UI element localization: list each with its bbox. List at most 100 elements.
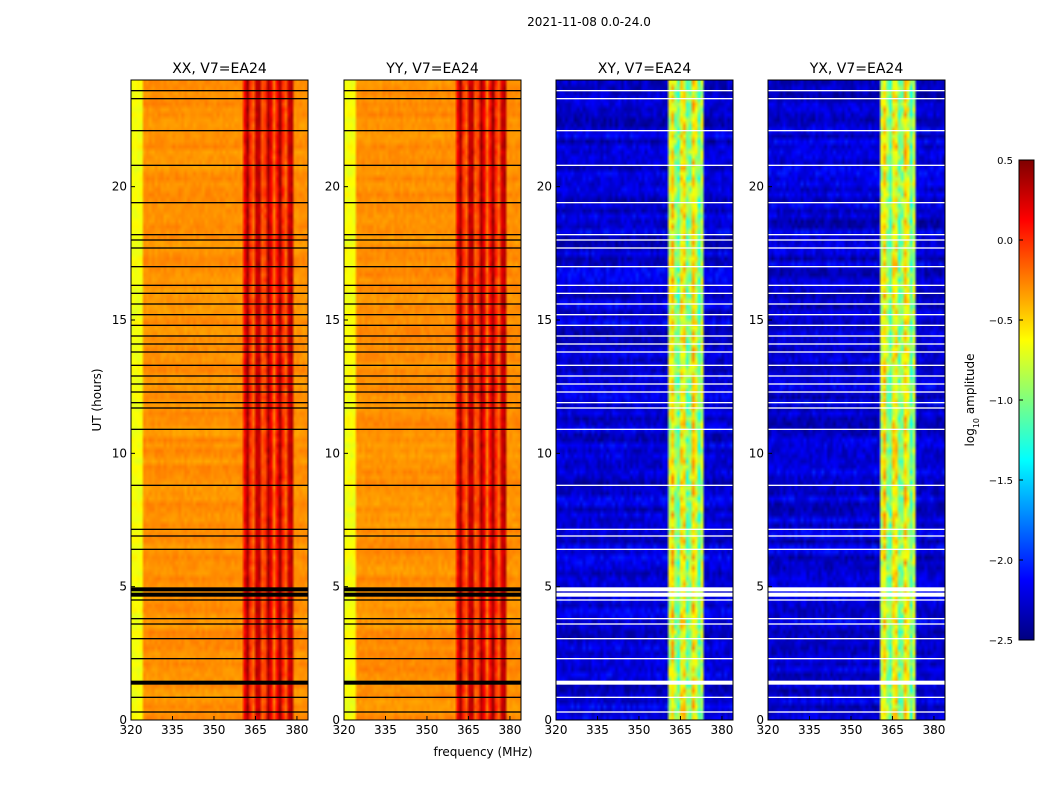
flag-row (768, 638, 945, 640)
x-tick-label: 350 (840, 723, 863, 737)
flag-row (344, 90, 521, 92)
flag-row (556, 711, 733, 713)
flag-row (556, 548, 733, 550)
flag-row (768, 164, 945, 166)
flag-row (556, 402, 733, 404)
flag-row (131, 90, 308, 92)
y-tick-label: 5 (544, 580, 552, 594)
flag-row (344, 202, 521, 204)
panel-title: XY, V7=EA24 (598, 61, 692, 77)
flag-row (556, 696, 733, 698)
flag-row (131, 592, 308, 597)
flag-row (768, 680, 945, 685)
flag-row (131, 292, 308, 294)
flag-row (344, 391, 521, 393)
y-tick-label: 5 (332, 580, 340, 594)
y-tick-label: 20 (749, 180, 764, 194)
flag-row (131, 335, 308, 337)
flag-row (556, 234, 733, 236)
flag-row (344, 711, 521, 713)
flag-row (556, 324, 733, 326)
flag-row (556, 351, 733, 353)
x-tick-label: 320 (545, 723, 568, 737)
panel-frame (555, 79, 734, 721)
flag-row (344, 324, 521, 326)
flag-row (768, 428, 945, 430)
flag-row (556, 587, 733, 592)
x-tick-label: 365 (669, 723, 692, 737)
flag-row (131, 351, 308, 353)
flag-row (556, 638, 733, 640)
flag-row (344, 164, 521, 166)
panel-frame (343, 79, 522, 721)
flag-row (768, 658, 945, 660)
flag-row (344, 696, 521, 698)
flag-row (131, 711, 308, 713)
flag-row (344, 130, 521, 132)
flag-row (556, 303, 733, 305)
panel-title: YX, V7=EA24 (809, 61, 904, 77)
colorbar-tick-label: 0.5 (997, 156, 1013, 167)
flag-row (131, 623, 308, 625)
flag-row (344, 351, 521, 353)
flag-row (344, 658, 521, 660)
flag-row (768, 364, 945, 366)
flag-row (556, 335, 733, 337)
flag-row (768, 202, 945, 204)
flag-row (131, 618, 308, 620)
flag-row (556, 592, 733, 597)
flag-row (768, 351, 945, 353)
heatmap-image (131, 80, 308, 720)
flag-row (344, 375, 521, 377)
flag-row (556, 239, 733, 241)
flag-row (556, 202, 733, 204)
flag-row (768, 375, 945, 377)
flag-row (768, 303, 945, 305)
flag-row (556, 618, 733, 620)
panel-title: YY, V7=EA24 (385, 61, 479, 77)
flag-row (131, 314, 308, 316)
flag-row (344, 247, 521, 249)
colorbar-tick-label: −1.5 (989, 476, 1013, 487)
flag-row (768, 623, 945, 625)
flag-row (344, 407, 521, 409)
flag-row (131, 383, 308, 385)
flag-row (768, 90, 945, 92)
y-tick-label: 10 (537, 446, 552, 460)
panel-title: XX, V7=EA24 (172, 61, 267, 77)
x-tick-label: 335 (798, 723, 821, 737)
flag-row (344, 535, 521, 537)
flag-row (131, 428, 308, 430)
x-tick-label: 350 (416, 723, 439, 737)
flag-row (344, 234, 521, 236)
flag-row (131, 364, 308, 366)
flag-row (768, 587, 945, 592)
panel-frame (130, 79, 309, 721)
flag-row (131, 658, 308, 660)
figure-suptitle: 2021-11-08 0.0-24.0 (527, 15, 651, 29)
panel-yy: YY, V7=EA24 320 335 350 365 380 0 5 10 15 20 (325, 61, 522, 737)
flag-row (768, 535, 945, 537)
flag-row (768, 391, 945, 393)
flag-row (131, 234, 308, 236)
flag-row (768, 599, 945, 601)
flag-row (556, 164, 733, 166)
flag-row (768, 314, 945, 316)
flag-row (344, 266, 521, 268)
x-tick-label: 365 (881, 723, 904, 737)
flag-row (344, 314, 521, 316)
flag-row (131, 202, 308, 204)
panel-frame (767, 79, 946, 721)
y-tick-label: 0 (332, 713, 340, 727)
x-tick-label: 335 (586, 723, 609, 737)
flag-row (131, 402, 308, 404)
flag-row (131, 599, 308, 601)
flag-row (556, 90, 733, 92)
flag-row (768, 239, 945, 241)
flag-row (131, 587, 308, 592)
flag-row (344, 618, 521, 620)
x-axis-label: frequency (MHz) (433, 745, 532, 759)
flag-row (768, 292, 945, 294)
flag-row (131, 696, 308, 698)
flag-row (131, 391, 308, 393)
